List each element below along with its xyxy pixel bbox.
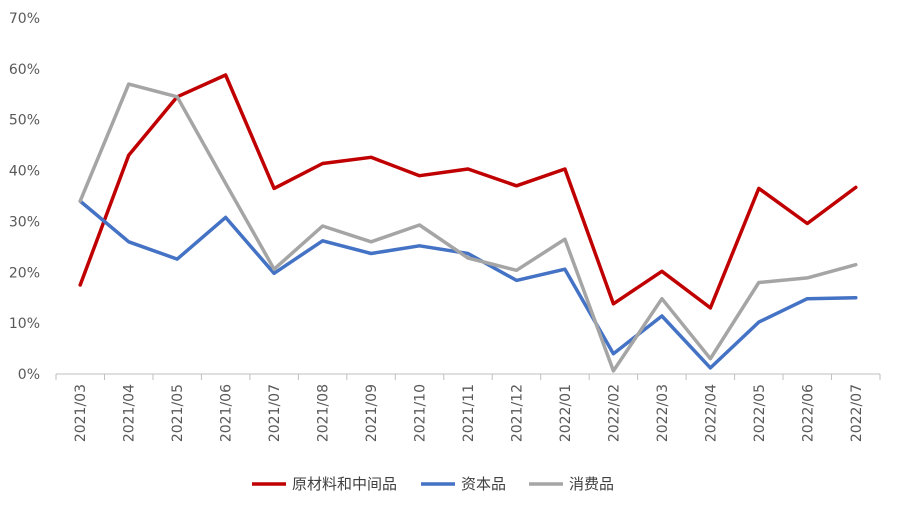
x-tick-label: 2021/10 xyxy=(413,384,429,442)
legend-label: 原材料和中间品 xyxy=(292,475,397,493)
x-tick-label: 2022/02 xyxy=(606,384,622,442)
x-tick-label: 2022/05 xyxy=(752,384,768,442)
series-line-2 xyxy=(78,82,858,373)
x-tick-label: 2021/09 xyxy=(364,384,380,442)
x-tick-label: 2021/07 xyxy=(267,384,283,442)
x-tick-label: 2021/06 xyxy=(219,384,235,442)
y-tick-label: 20% xyxy=(9,265,40,281)
y-tick-label: 30% xyxy=(9,214,40,230)
series-line-1 xyxy=(78,199,858,370)
legend: 原材料和中间品 资本品 消费品 xyxy=(252,475,614,493)
series-line-0 xyxy=(78,73,858,310)
x-tick-label: 2022/01 xyxy=(558,384,574,442)
series-layer xyxy=(78,73,858,373)
y-axis: 0% 10% 20% 30% 40% 50% 60% 70% xyxy=(9,11,40,383)
y-tick-label: 10% xyxy=(9,316,40,332)
y-tick-label: 70% xyxy=(9,11,40,27)
y-tick-label: 0% xyxy=(18,367,40,383)
x-tick-label: 2021/12 xyxy=(509,384,525,442)
x-tick-label: 2021/05 xyxy=(170,384,186,442)
y-tick-label: 40% xyxy=(9,164,40,180)
legend-label: 消费品 xyxy=(569,475,614,493)
x-tick-label: 2022/03 xyxy=(655,384,671,442)
x-tick-label: 2022/07 xyxy=(849,384,865,442)
legend-item: 资本品 xyxy=(421,475,506,493)
x-tick-label: 2022/06 xyxy=(800,384,816,442)
x-tick-label: 2021/03 xyxy=(73,384,89,442)
x-tick-label: 2021/11 xyxy=(461,384,477,442)
x-axis: 2021/03 2021/04 2021/05 2021/06 2021/07 2021/… xyxy=(55,373,881,442)
legend-item: 消费品 xyxy=(529,475,614,493)
legend-item: 原材料和中间品 xyxy=(252,475,397,493)
x-tick-label: 2021/04 xyxy=(122,384,138,442)
y-tick-label: 50% xyxy=(9,113,40,129)
x-tick-label: 2022/04 xyxy=(703,384,719,442)
x-tick-label: 2021/08 xyxy=(316,384,332,442)
legend-label: 资本品 xyxy=(461,475,506,493)
y-tick-label: 60% xyxy=(9,62,40,78)
